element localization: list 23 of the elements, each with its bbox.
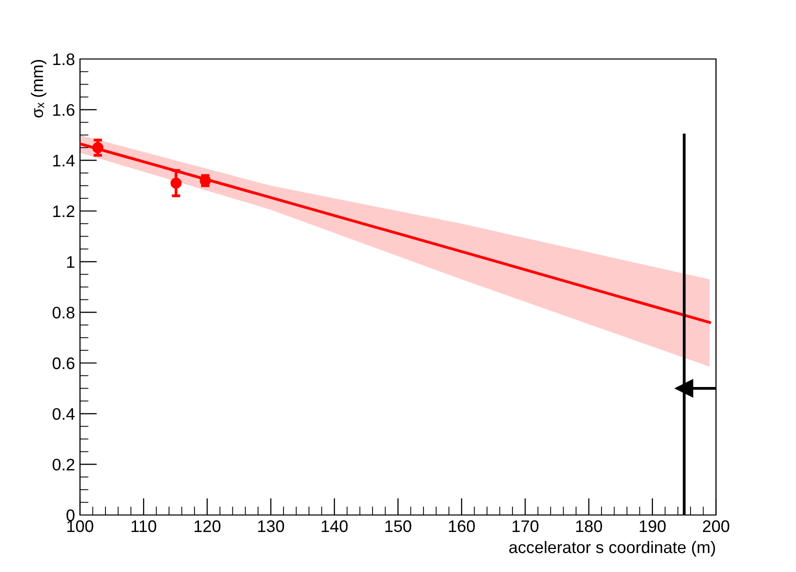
x-tick-label: 200 (702, 520, 730, 532)
y-tick-label: 1.2 (53, 205, 74, 218)
y-tick-label: 0.6 (52, 357, 74, 370)
y-tick-label: 1.8 (53, 53, 74, 66)
y-tick-label: 1.4 (53, 154, 75, 166)
x-tick-label: 150 (385, 520, 412, 532)
x-tick-label: 140 (322, 520, 348, 532)
x-tick-label: 180 (576, 520, 602, 532)
x-tick-label: 160 (448, 520, 475, 532)
y-tick-label: 1.6 (53, 104, 74, 116)
y-tick-label: 0.2 (52, 458, 74, 471)
y-axis-title: σₓ (mm) (30, 60, 46, 118)
y-tick-label: 0.4 (52, 408, 75, 420)
x-tick-label: 100 (67, 520, 94, 532)
y-tick-label: 0 (66, 509, 74, 522)
x-tick-label: 170 (512, 520, 538, 532)
x-axis-title: accelerator s coordinate (m) (509, 540, 715, 556)
x-tick-label: 110 (132, 520, 156, 532)
x-tick-label: 130 (258, 520, 284, 532)
x-tick-label: 120 (194, 520, 220, 532)
y-tick-label: 1 (67, 256, 74, 268)
y-tick-label: 0.8 (52, 306, 74, 319)
x-tick-label: 190 (640, 520, 666, 532)
